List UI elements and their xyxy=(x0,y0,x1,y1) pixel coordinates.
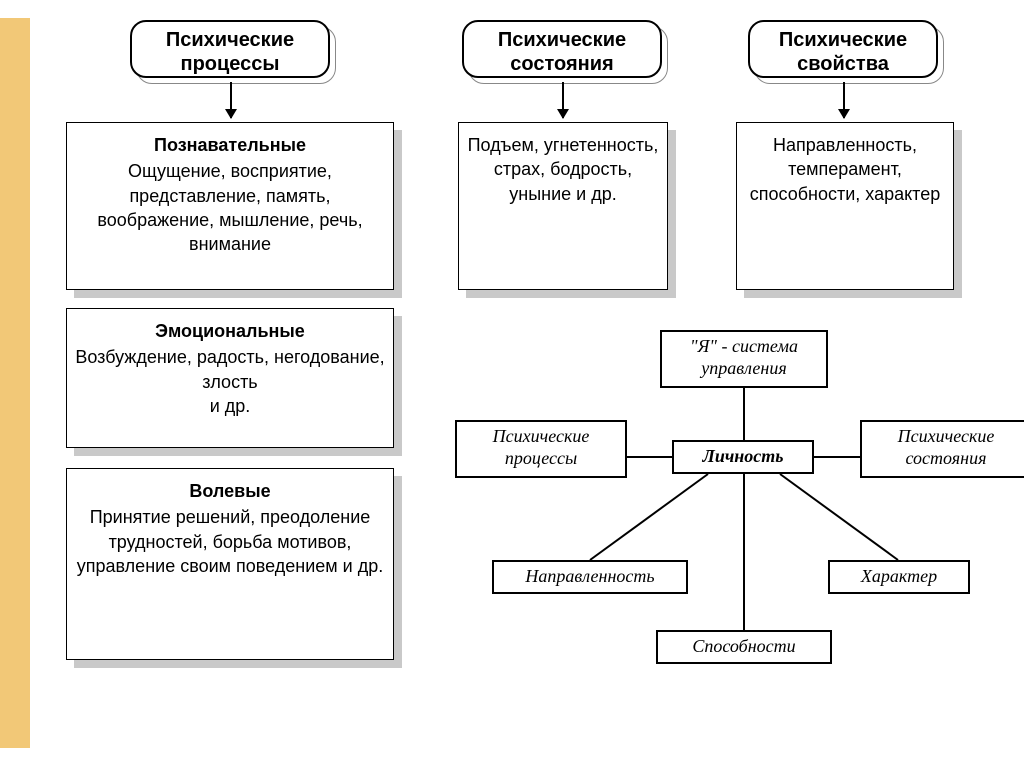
tree-node-napr: Направленность xyxy=(492,560,688,594)
tree-node-ya: "Я" - системауправления xyxy=(660,330,828,388)
tree-node-lichnost: Личность xyxy=(672,440,814,474)
tree-node-proc: Психическиепроцессы xyxy=(455,420,627,478)
tree-node-har: Характер xyxy=(828,560,970,594)
tree-edges xyxy=(0,0,1024,767)
tree-node-sost: Психическиесостояния xyxy=(860,420,1024,478)
tree-node-spos: Способности xyxy=(656,630,832,664)
